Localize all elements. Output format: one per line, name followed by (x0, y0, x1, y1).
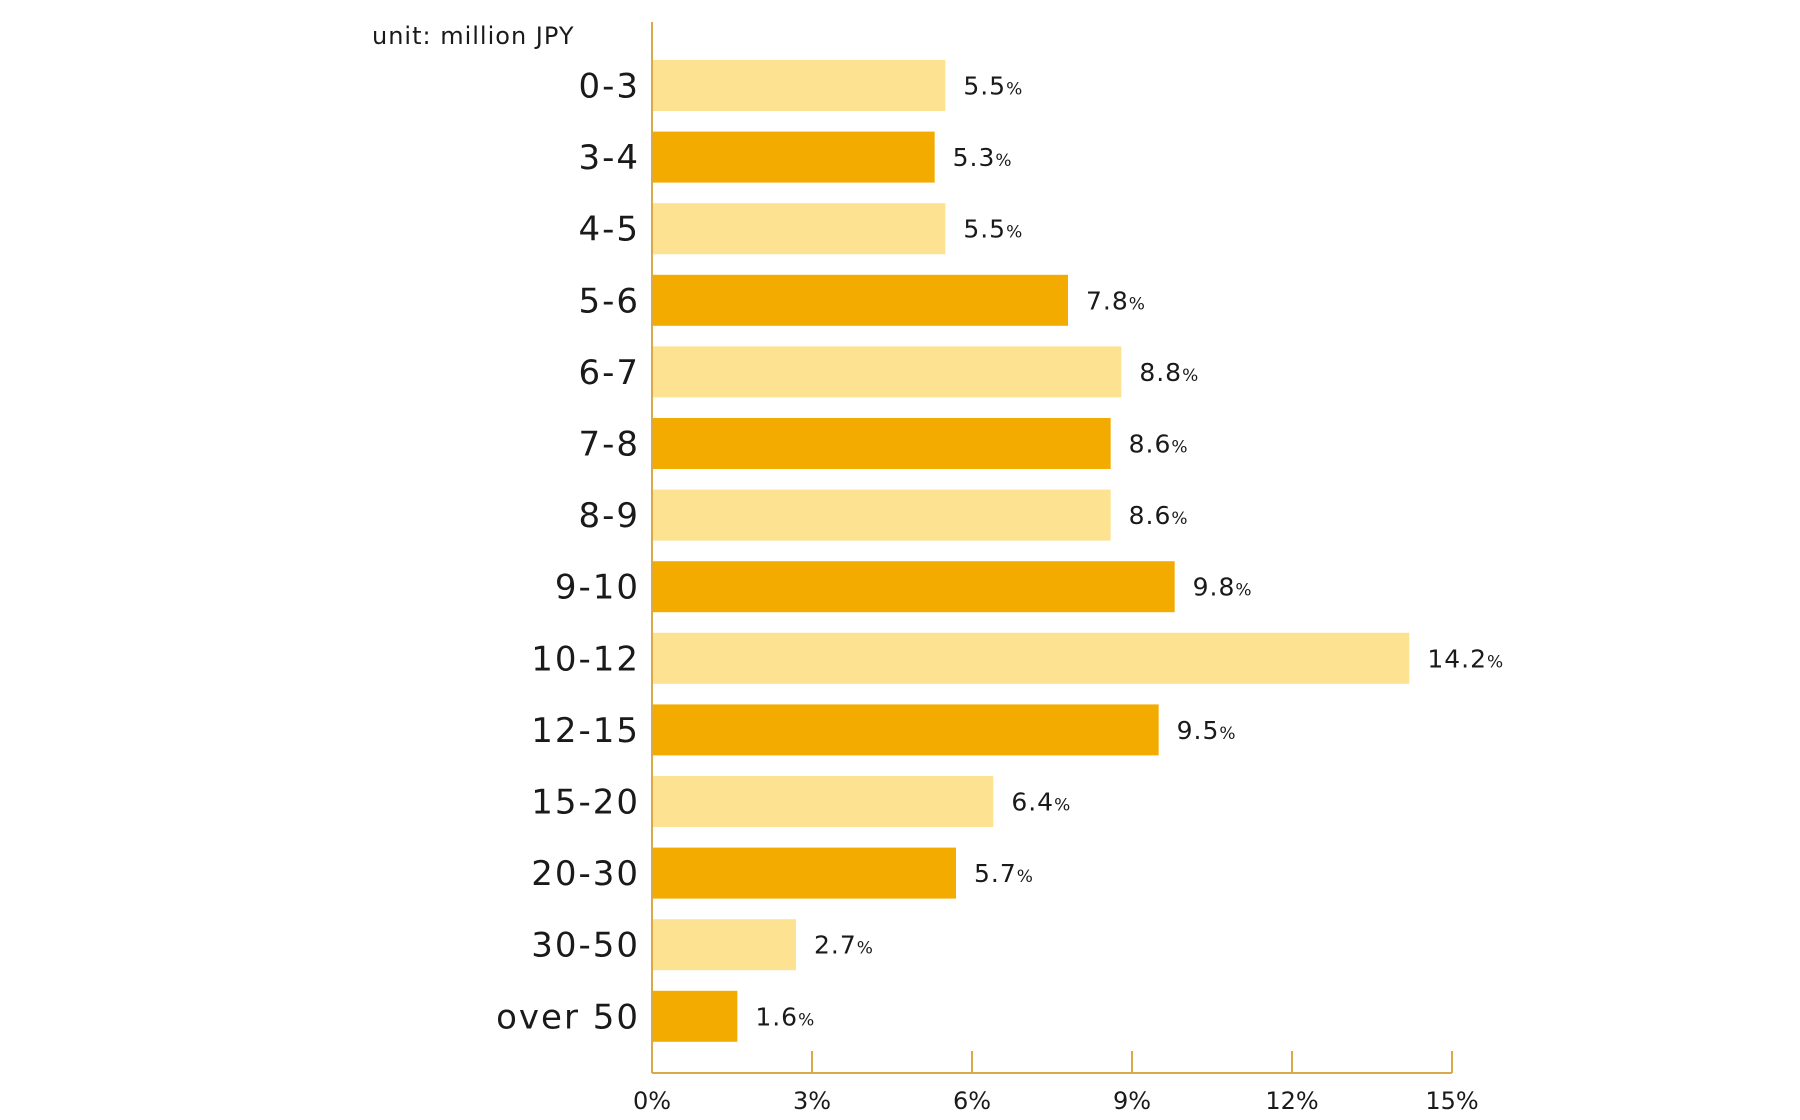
category-label: 30-50 (531, 926, 640, 966)
category-label: 20-30 (531, 854, 640, 894)
x-tick-label: 3% (793, 1087, 831, 1115)
value-percent-sign: % (857, 939, 874, 959)
value-label: 8.6% (1129, 430, 1189, 459)
value-number: 5.7 (974, 859, 1017, 888)
category-label: 6-7 (578, 353, 640, 393)
category-label: over 50 (496, 997, 640, 1037)
category-label: 8-9 (578, 496, 640, 536)
value-label: 9.8% (1193, 573, 1253, 602)
value-percent-sign: % (1171, 509, 1188, 529)
value-percent-sign: % (798, 1010, 815, 1030)
value-label: 5.3% (953, 143, 1013, 172)
value-label: 8.8% (1139, 358, 1199, 387)
x-tick-label: 0% (633, 1087, 671, 1115)
value-number: 6.4 (1011, 788, 1054, 817)
bar-12-15 (652, 704, 1159, 756)
value-percent-sign: % (1487, 652, 1504, 672)
bars-layer (652, 60, 1410, 1042)
value-number: 5.5 (963, 72, 1006, 101)
value-label: 9.5% (1177, 716, 1237, 745)
value-percent-sign: % (1017, 867, 1034, 887)
x-tick-label: 9% (1113, 1087, 1151, 1115)
bar-30-50 (652, 919, 796, 971)
value-percent-sign: % (1006, 223, 1023, 243)
bar-9-10 (652, 561, 1175, 613)
category-label: 3-4 (578, 138, 640, 178)
value-percent-sign: % (1054, 796, 1071, 816)
value-number: 9.8 (1193, 573, 1236, 602)
x-tick-label: 12% (1265, 1087, 1318, 1115)
value-number: 9.5 (1177, 716, 1220, 745)
bar-8-9 (652, 489, 1111, 541)
value-percent-sign: % (1171, 438, 1188, 458)
value-label: 5.5% (963, 215, 1023, 244)
bar-15-20 (652, 776, 994, 827)
value-percent-sign: % (1129, 294, 1146, 314)
unit-note: unit: million JPY (372, 22, 574, 50)
bar-over-50 (652, 990, 738, 1042)
value-percent-sign: % (1182, 366, 1199, 386)
x-tick-label: 6% (953, 1087, 991, 1115)
labels-layer: 0-3 5.5% 3-4 5.3% 4-5 5.5% 5-6 7.8% 6-7 8.8% 7-8 8.… (496, 67, 1504, 1116)
value-number: 1.6 (755, 1002, 798, 1031)
category-label: 12-15 (531, 711, 640, 751)
value-percent-sign: % (995, 151, 1012, 171)
axis-layer (651, 22, 1453, 1074)
value-percent-sign: % (1006, 80, 1023, 100)
bar-5-6 (652, 274, 1068, 326)
value-number: 8.6 (1129, 430, 1172, 459)
value-number: 14.2 (1427, 644, 1487, 673)
bar-0-3 (652, 60, 946, 111)
bar-10-12 (652, 632, 1410, 684)
value-label: 8.6% (1129, 501, 1189, 530)
bar-4-5 (652, 203, 946, 255)
value-number: 8.6 (1129, 501, 1172, 530)
category-label: 9-10 (555, 568, 640, 608)
value-label: 2.7% (814, 931, 874, 960)
value-label: 6.4% (1011, 788, 1071, 817)
category-label: 10-12 (531, 639, 640, 679)
category-label: 15-20 (531, 783, 640, 823)
bar-20-30 (652, 847, 956, 899)
value-percent-sign: % (1235, 581, 1252, 601)
bar-6-7 (652, 346, 1122, 398)
value-number: 5.5 (963, 215, 1006, 244)
category-label: 5-6 (578, 281, 640, 321)
x-tick-label: 15% (1425, 1087, 1478, 1115)
value-number: 7.8 (1086, 286, 1129, 315)
bar-7-8 (652, 418, 1111, 469)
value-number: 2.7 (814, 931, 857, 960)
value-label: 7.8% (1086, 286, 1146, 315)
category-label: 7-8 (578, 425, 640, 465)
value-number: 8.8 (1139, 358, 1182, 387)
value-percent-sign: % (1219, 724, 1236, 744)
bar-3-4 (652, 131, 935, 183)
value-label: 1.6% (755, 1002, 815, 1031)
value-label: 14.2% (1427, 644, 1504, 673)
value-number: 5.3 (953, 143, 996, 172)
value-label: 5.7% (974, 859, 1034, 888)
category-label: 4-5 (578, 210, 640, 250)
category-label: 0-3 (578, 67, 640, 107)
value-label: 5.5% (963, 72, 1023, 101)
